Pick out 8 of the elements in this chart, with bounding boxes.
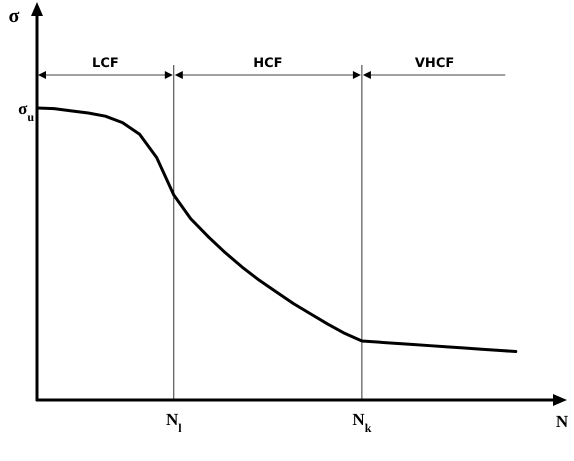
- x-axis-title: N: [556, 412, 569, 431]
- x-tick-label: N$_{l}$: [166, 410, 182, 435]
- y-axis-title: σ: [8, 5, 20, 27]
- annotation: σ$_{u}$: [18, 99, 34, 124]
- text: VHCF: [414, 56, 454, 71]
- text: LCF: [92, 56, 119, 71]
- x-tick-label: N$_{k}$: [352, 410, 372, 435]
- text: HCF: [253, 56, 283, 71]
